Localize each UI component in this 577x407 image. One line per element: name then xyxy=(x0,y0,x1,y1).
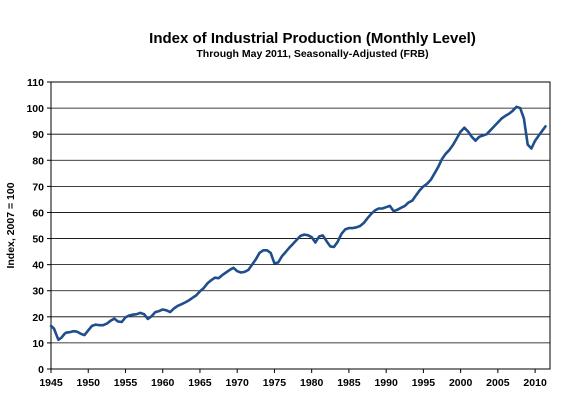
x-tick-label-1995: 1995 xyxy=(412,377,436,389)
x-tick-label-1945: 1945 xyxy=(39,377,63,389)
chart-subtitle: Through May 2011, Seasonally-Adjusted (F… xyxy=(196,48,429,60)
gridlines xyxy=(51,81,550,370)
y-tick-label-50: 50 xyxy=(32,234,44,246)
y-axis-label: Index, 2007 = 100 xyxy=(5,182,17,268)
x-tick-label-1950: 1950 xyxy=(77,377,101,389)
x-tick-label-1990: 1990 xyxy=(374,377,398,389)
x-tick-label-2005: 2005 xyxy=(486,377,510,389)
x-tick-label-1970: 1970 xyxy=(226,377,250,389)
y-axis-ticks: 0 10 20 30 40 50 60 70 80 90 100 110 xyxy=(26,77,51,376)
y-tick-label-80: 80 xyxy=(32,155,44,167)
x-tick-label-1960: 1960 xyxy=(151,377,175,389)
x-axis-ticks: 1945 1950 1955 1960 1965 1970 1975 1980 1985 1990… xyxy=(39,369,547,389)
x-tick-label-1955: 1955 xyxy=(114,377,138,389)
y-tick-label-70: 70 xyxy=(32,181,44,193)
y-tick-label-90: 90 xyxy=(32,129,44,141)
plot-area-border xyxy=(50,81,551,370)
x-tick-label-1965: 1965 xyxy=(188,377,212,389)
y-tick-label-0: 0 xyxy=(38,364,44,376)
x-tick-label-1975: 1975 xyxy=(263,377,287,389)
x-tick-label-2010: 2010 xyxy=(523,377,547,389)
y-tick-label-10: 10 xyxy=(32,338,44,350)
y-tick-label-110: 110 xyxy=(27,77,44,89)
x-tick-label-1980: 1980 xyxy=(300,377,324,389)
x-tick-label-1985: 1985 xyxy=(337,377,361,389)
x-tick-label-2000: 2000 xyxy=(449,377,473,389)
y-tick-label-60: 60 xyxy=(32,207,44,219)
y-tick-label-30: 30 xyxy=(32,286,44,298)
series-line xyxy=(49,105,547,342)
chart-title: Index of Industrial Production (Monthly … xyxy=(149,30,476,47)
y-tick-label-100: 100 xyxy=(26,103,44,115)
y-tick-label-40: 40 xyxy=(32,260,44,272)
y-tick-label-20: 20 xyxy=(32,312,44,324)
